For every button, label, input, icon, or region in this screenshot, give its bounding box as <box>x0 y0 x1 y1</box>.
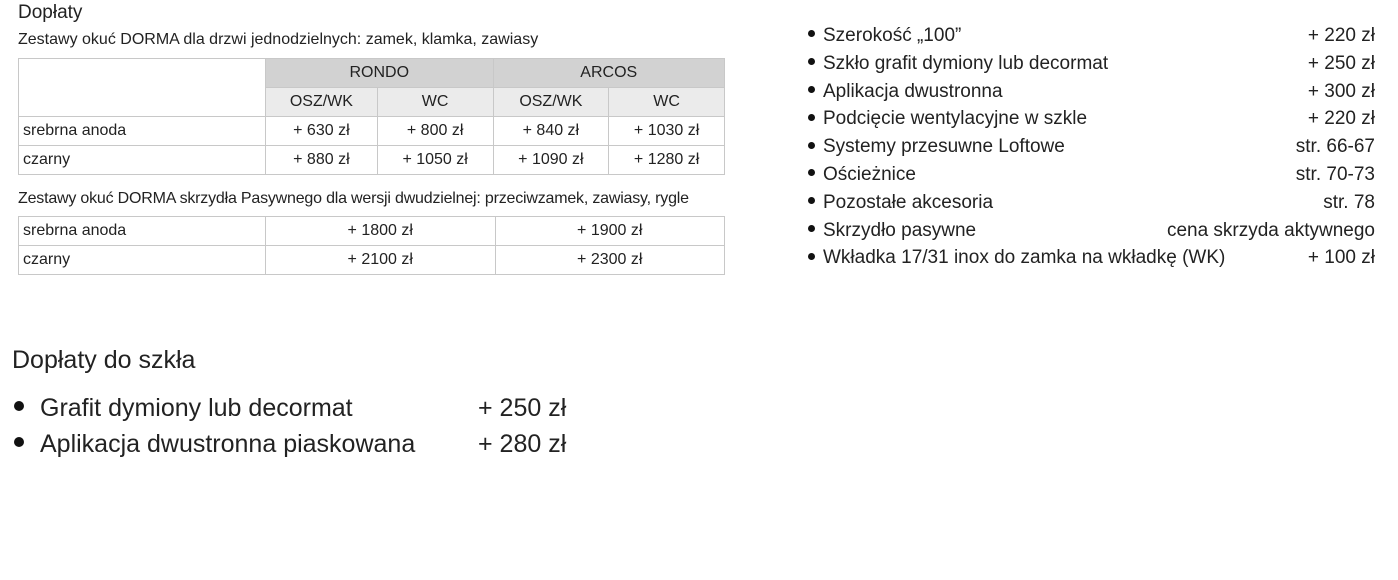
price-cell: + 1900 zł <box>494 216 725 246</box>
row-label: srebrna anoda <box>18 216 266 246</box>
list-item: Ościeżnice str. 70-73 <box>808 161 1375 189</box>
item-value: cena skrzyda aktywnego <box>1166 219 1375 241</box>
price-cell: + 1050 zł <box>376 145 494 175</box>
list-item: Pozostałe akcesoria str. 78 <box>808 189 1375 217</box>
price-cell: + 630 zł <box>265 116 378 146</box>
item-value: str. 66-67 <box>1295 136 1375 158</box>
item-name: Ościeżnice <box>808 161 916 189</box>
table2-caption: Zestawy okuć DORMA skrzydła Pasywnego dl… <box>18 190 689 207</box>
list-item: Podcięcie wentylacyjne w szkle + 220 zł <box>808 105 1375 133</box>
item-value: str. 78 <box>1323 191 1375 213</box>
item-name: Grafit dymiony lub decormat <box>14 390 478 426</box>
table-row: srebrna anoda + 1800 zł + 1900 zł <box>18 216 725 246</box>
item-value: str. 70-73 <box>1295 163 1375 185</box>
item-value: + 220 zł <box>1307 108 1375 130</box>
price-cell: + 1280 zł <box>608 145 725 175</box>
row-label: srebrna anoda <box>18 116 266 146</box>
glass-list: Grafit dymiony lub decormat + 250 zł Apli… <box>14 390 566 462</box>
item-name: Skrzydło pasywne <box>808 217 976 245</box>
item-value: + 250 zł <box>478 394 567 422</box>
table-row: srebrna anoda + 630 zł + 800 zł + 840 zł… <box>18 116 725 146</box>
list-item: Aplikacja dwustronna + 300 zł <box>808 78 1375 106</box>
empty-corner-cell <box>18 58 266 117</box>
item-name: Podcięcie wentylacyjne w szkle <box>808 105 1087 133</box>
group-header: RONDO <box>265 58 494 88</box>
extras-list: Szerokość „100” + 220 zł Szkło grafit dym… <box>808 22 1375 272</box>
group-header: ARCOS <box>492 58 725 88</box>
list-item: Wkładka 17/31 inox do zamka na wkładkę (… <box>808 244 1375 272</box>
hardware-price-table: RONDO ARCOS OSZ/WK WC OSZ/WK WC srebrna … <box>18 58 725 175</box>
glass-section-title: Dopłaty do szkła <box>12 346 196 374</box>
item-name: Pozostałe akcesoria <box>808 189 993 217</box>
price-cell: + 1090 zł <box>492 145 610 175</box>
price-cell: + 2300 zł <box>494 245 725 275</box>
row-label: czarny <box>18 245 266 275</box>
item-value: + 220 zł <box>1307 25 1375 46</box>
list-item: Szkło grafit dymiony lub decormat + 250 z… <box>808 50 1375 78</box>
price-cell: + 840 zł <box>492 116 610 146</box>
item-name: Aplikacja dwustronna <box>808 78 1003 106</box>
passive-leaf-price-table: srebrna anoda + 1800 zł + 1900 zł czarny… <box>18 216 725 275</box>
subheader: OSZ/WK <box>492 87 610 117</box>
price-cell: + 2100 zł <box>265 245 496 275</box>
item-value: + 250 zł <box>1307 52 1375 74</box>
item-name: Szerokość „100” <box>808 22 961 50</box>
item-name: Aplikacja dwustronna piaskowana <box>14 426 478 462</box>
list-item: Aplikacja dwustronna piaskowana + 280 zł <box>14 426 566 462</box>
table1-caption: Zestawy okuć DORMA dla drzwi jednodzieln… <box>18 31 539 48</box>
price-cell: + 880 zł <box>265 145 378 175</box>
list-item: Szerokość „100” + 220 zł <box>808 22 1375 50</box>
subheader: WC <box>376 87 494 117</box>
item-value: + 280 zł <box>478 430 567 458</box>
price-cell: + 1800 zł <box>265 216 496 246</box>
item-value: + 100 zł <box>1307 247 1375 269</box>
table-row: czarny + 2100 zł + 2300 zł <box>18 245 725 275</box>
price-cell: + 1030 zł <box>608 116 725 146</box>
list-item: Skrzydło pasywne cena skrzyda aktywnego <box>808 217 1375 245</box>
list-item: Grafit dymiony lub decormat + 250 zł <box>14 390 566 426</box>
item-value: + 300 zł <box>1307 80 1375 102</box>
subheader: WC <box>608 87 725 117</box>
item-name: Szkło grafit dymiony lub decormat <box>808 50 1108 78</box>
subheader: OSZ/WK <box>265 87 378 117</box>
row-label: czarny <box>18 145 266 175</box>
section-title: Dopłaty <box>18 2 83 23</box>
table-row: czarny + 880 zł + 1050 zł + 1090 zł + 12… <box>18 145 725 175</box>
item-name: Systemy przesuwne Loftowe <box>808 133 1065 161</box>
item-name: Wkładka 17/31 inox do zamka na wkładkę (… <box>808 244 1225 272</box>
price-cell: + 800 zł <box>376 116 494 146</box>
list-item: Systemy przesuwne Loftowe str. 66-67 <box>808 133 1375 161</box>
